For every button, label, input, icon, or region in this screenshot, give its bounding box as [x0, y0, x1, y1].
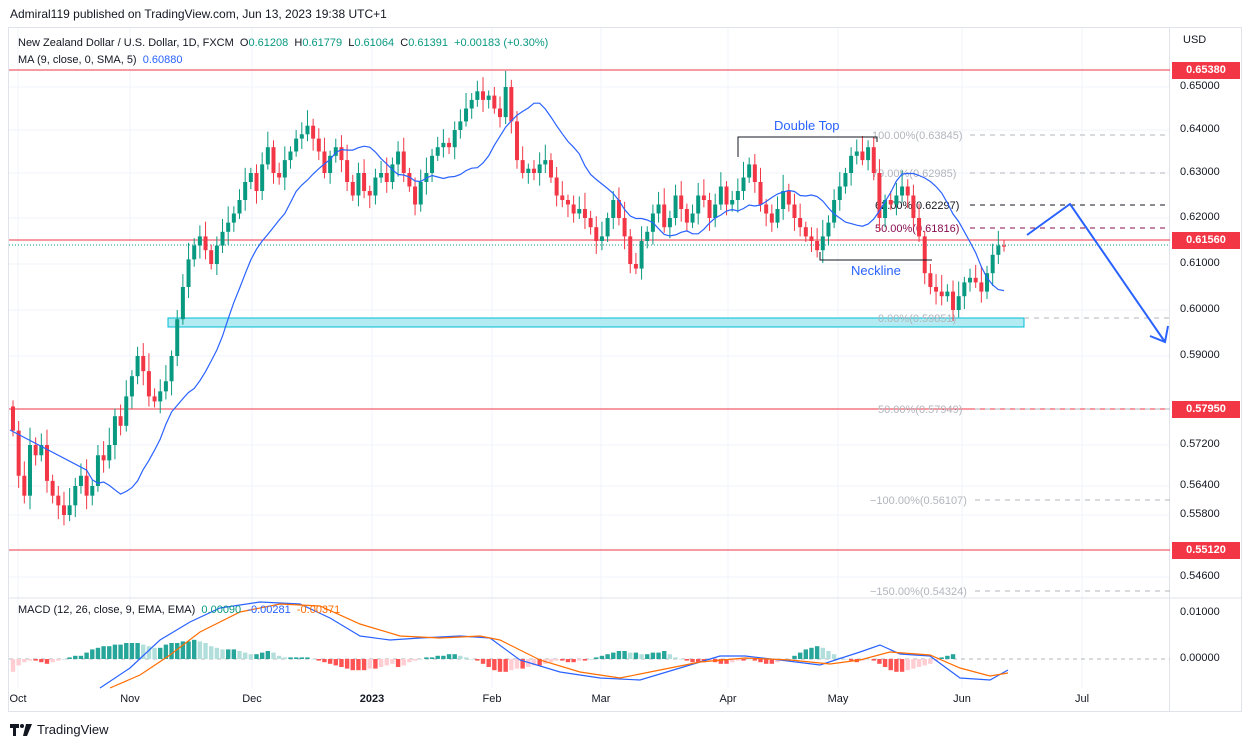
double-top-line: [737, 136, 878, 157]
fib-level-label: −100.00%(0.56107): [870, 495, 967, 507]
macd-line-value: -0.00281: [247, 604, 291, 616]
ma-polyline: [9, 102, 1005, 495]
open-label: O: [239, 37, 249, 49]
neckline-line: [819, 252, 932, 261]
low-value: 0.61064: [354, 37, 395, 49]
time-label: Dec: [242, 693, 262, 705]
time-label: Nov: [120, 693, 140, 705]
double-top-label: Double Top: [774, 118, 840, 133]
price-axis[interactable]: [1170, 27, 1242, 712]
currency-label[interactable]: USD: [1183, 34, 1207, 46]
price-tick: 0.54600: [1180, 570, 1220, 582]
ma-line: [9, 102, 1005, 495]
fib-level-label: 0.00%(0.59851): [878, 313, 956, 325]
candlesticks: [11, 70, 1006, 526]
arrow-head-icon: [1149, 325, 1169, 344]
macd-label[interactable]: MACD (12, 26, close, 9, EMA, EMA): [18, 604, 196, 616]
symbol-legend: New Zealand Dollar / U.S. Dollar, 1D, FX…: [18, 35, 548, 69]
fib-level-label: −150.00%(0.54324): [870, 586, 967, 598]
price-tick: 0.56400: [1180, 479, 1220, 491]
time-label: May: [827, 693, 849, 705]
support-zone: [167, 317, 1025, 328]
symbol-name[interactable]: New Zealand Dollar / U.S. Dollar, 1D, FX…: [18, 37, 234, 49]
macd-legend: MACD (12, 26, close, 9, EMA, EMA) 0.0009…: [18, 604, 340, 616]
drawings: Double Top Neckline: [737, 118, 1169, 344]
time-label: Mar: [591, 693, 611, 705]
time-label: Apr: [719, 693, 737, 705]
fib-level-label: 100.00%(0.63845): [872, 130, 963, 142]
fib-retracement: 100.00%(0.63845)79.00%(0.62985)62.00%(0.…: [870, 130, 1170, 598]
close-label: C: [400, 37, 409, 49]
time-label: Jul: [1074, 693, 1090, 705]
price-level-label[interactable]: 0.61560: [1172, 232, 1240, 249]
neckline-label: Neckline: [851, 263, 901, 278]
ma-label[interactable]: MA (9, close, 0, SMA, 5): [18, 54, 137, 66]
grid-lines: [9, 28, 1242, 688]
chart-pane[interactable]: [8, 27, 1170, 712]
open-value: 0.61208: [248, 37, 289, 49]
brand-label: TradingView: [37, 722, 109, 737]
tradingview-logo-icon: [10, 723, 32, 736]
change-value: +0.00183 (+0.30%): [454, 37, 549, 49]
price-level-label[interactable]: 0.55120: [1172, 542, 1240, 559]
macd-tick: 0.01000: [1180, 606, 1220, 618]
low-label: L: [348, 37, 355, 49]
price-tick: 0.63000: [1180, 166, 1220, 178]
price-tick: 0.62000: [1180, 211, 1220, 223]
ma-value: 0.60880: [142, 54, 183, 66]
price-level-label[interactable]: 0.65380: [1172, 62, 1240, 79]
projection-arrow: [1026, 202, 1166, 343]
price-tick: 0.60000: [1180, 303, 1220, 315]
macd-signal-line: [109, 603, 1009, 689]
price-tick: 0.59000: [1180, 349, 1220, 361]
price-tick: 0.61000: [1180, 257, 1220, 269]
time-label: Jun: [953, 693, 971, 705]
price-level-label[interactable]: 0.57950: [1172, 401, 1240, 418]
time-label: Oct: [9, 693, 27, 705]
tradingview-brand: TradingView: [10, 722, 109, 737]
time-label: 2023: [359, 693, 385, 705]
macd-hist-value: 0.00090: [201, 604, 242, 616]
price-tick: 0.64000: [1180, 123, 1220, 135]
macd-line: [99, 601, 1009, 689]
macd-tick: 0.00000: [1180, 652, 1220, 664]
macd-pane: [9, 601, 1170, 689]
close-value: 0.61391: [408, 37, 448, 49]
fib-level-label: 50.00%(0.57949): [878, 404, 962, 416]
macd-signal-value: -0.00371: [296, 604, 341, 616]
price-tick: 0.55800: [1180, 508, 1220, 520]
price-tick: 0.65000: [1180, 80, 1220, 92]
high-label: H: [294, 37, 303, 49]
publisher-caption: Admiral119 published on TradingView.com,…: [10, 7, 387, 21]
price-tick: 0.57200: [1180, 438, 1220, 450]
high-value: 0.61779: [302, 37, 343, 49]
time-label: Feb: [482, 693, 502, 705]
